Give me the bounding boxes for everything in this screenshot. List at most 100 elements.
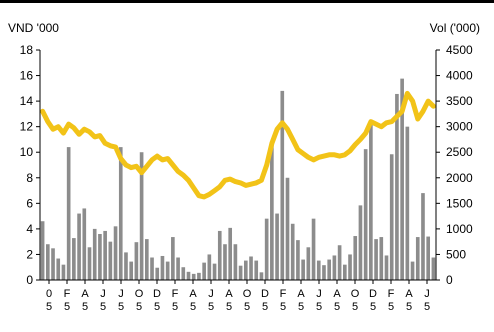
volume-bar <box>176 257 180 280</box>
volume-bar <box>384 255 389 280</box>
volume-bar <box>332 255 337 280</box>
x-tick-label-top: J <box>208 288 214 300</box>
volume-bar <box>327 259 332 280</box>
volume-bar <box>92 228 97 280</box>
volume-bar <box>150 257 154 280</box>
x-tick-label-bottom: 5 <box>244 301 250 313</box>
volume-bar <box>87 247 92 280</box>
x-tick-label-bottom: 5 <box>136 301 142 313</box>
volume-bar <box>98 234 102 280</box>
right-tick-label: 4500 <box>446 43 473 57</box>
x-tick-label-bottom: 5 <box>280 301 286 313</box>
volume-bar <box>103 230 107 280</box>
right-tick-label: 2500 <box>446 145 473 159</box>
volume-bar <box>426 236 431 280</box>
right-tick-label: 500 <box>446 247 466 261</box>
volume-bar <box>264 218 269 280</box>
x-tick-label-bottom: 5 <box>190 301 196 313</box>
x-tick-label-bottom: 5 <box>334 301 340 313</box>
left-tick-label: 14 <box>20 94 34 108</box>
volume-bar <box>290 223 295 280</box>
left-tick-label: 4 <box>26 222 33 236</box>
x-tick-label-bottom: 5 <box>118 301 124 313</box>
volume-bar <box>66 147 71 280</box>
x-tick-label-top: O <box>135 288 144 300</box>
volume-bar <box>249 256 253 280</box>
volume-bar <box>259 272 264 280</box>
volume-bar <box>400 78 404 280</box>
volume-bar <box>191 273 196 280</box>
x-tick-label-bottom: 5 <box>46 301 52 313</box>
volume-bar <box>72 238 76 280</box>
volume-bar <box>254 260 259 280</box>
x-tick-label-top: F <box>388 288 395 300</box>
left-tick-label: 0 <box>26 273 33 287</box>
x-tick-label-top: D <box>369 288 377 300</box>
volume-bar <box>233 244 238 280</box>
x-tick-label-bottom: 5 <box>298 301 304 313</box>
volume-bar <box>270 142 274 280</box>
volume-bar <box>186 271 191 280</box>
volume-bar <box>285 177 290 280</box>
right-axis-title: Vol ('000) <box>429 21 480 35</box>
x-tick-label-top: O <box>243 288 252 300</box>
volume-bar <box>275 213 279 280</box>
volume-bar <box>82 208 87 280</box>
volume-bar <box>306 247 311 280</box>
x-tick-label-bottom: 5 <box>100 301 106 313</box>
volume-bar <box>45 244 50 280</box>
volume-bar <box>431 257 436 280</box>
volume-bar <box>296 240 300 280</box>
x-tick-label-bottom: 5 <box>424 301 430 313</box>
x-tick-label-top: A <box>189 288 197 300</box>
right-tick-label: 1500 <box>446 196 473 210</box>
x-tick-label-bottom: 5 <box>316 301 322 313</box>
x-tick-label-top: J <box>316 288 322 300</box>
volume-bar <box>51 248 55 280</box>
volume-bar <box>421 193 425 280</box>
left-tick-label: 6 <box>26 196 33 210</box>
volume-bar <box>144 239 149 280</box>
volume-bar <box>405 126 410 281</box>
volume-bar <box>217 230 222 280</box>
x-tick-label-bottom: 5 <box>154 301 160 313</box>
volume-bar <box>139 152 144 280</box>
volume-bar <box>118 147 123 280</box>
volume-bar <box>40 221 45 280</box>
x-tick-label-bottom: 5 <box>82 301 88 313</box>
x-tick-label-bottom: 5 <box>370 301 376 313</box>
right-tick-label: 1000 <box>446 222 473 236</box>
volume-bar <box>395 93 399 280</box>
volume-bar <box>108 241 113 280</box>
x-tick-label-top: J <box>100 288 106 300</box>
volume-bar <box>280 90 285 280</box>
volume-bar <box>415 237 420 280</box>
volume-bar <box>113 226 118 280</box>
x-tick-label-top: J <box>118 288 124 300</box>
x-tick-label-top: F <box>64 288 71 300</box>
x-tick-label-bottom: 5 <box>226 301 232 313</box>
volume-bar <box>197 272 201 280</box>
left-tick-label: 16 <box>20 69 34 83</box>
volume-bar <box>160 255 165 280</box>
x-tick-label-top: 0 <box>46 288 52 300</box>
left-tick-label: 8 <box>26 171 33 185</box>
volume-bar <box>342 264 347 280</box>
x-tick-label-top: A <box>81 288 89 300</box>
x-tick-label-top: A <box>297 288 305 300</box>
volume-bar <box>181 267 186 280</box>
x-tick-label-bottom: 5 <box>262 301 268 313</box>
volume-bar <box>389 154 394 280</box>
volume-bar <box>165 261 170 280</box>
volume-bar <box>337 245 342 280</box>
volume-bar <box>358 205 363 280</box>
x-tick-label-top: A <box>333 288 341 300</box>
volume-bar <box>348 254 352 280</box>
left-axis-title: VND '000 <box>8 21 59 35</box>
volume-bar <box>311 218 316 280</box>
left-tick-label: 10 <box>20 145 34 159</box>
volume-bar <box>316 260 321 280</box>
volume-bar <box>129 261 134 280</box>
x-tick-label-bottom: 5 <box>172 301 178 313</box>
price-line <box>40 90 436 200</box>
